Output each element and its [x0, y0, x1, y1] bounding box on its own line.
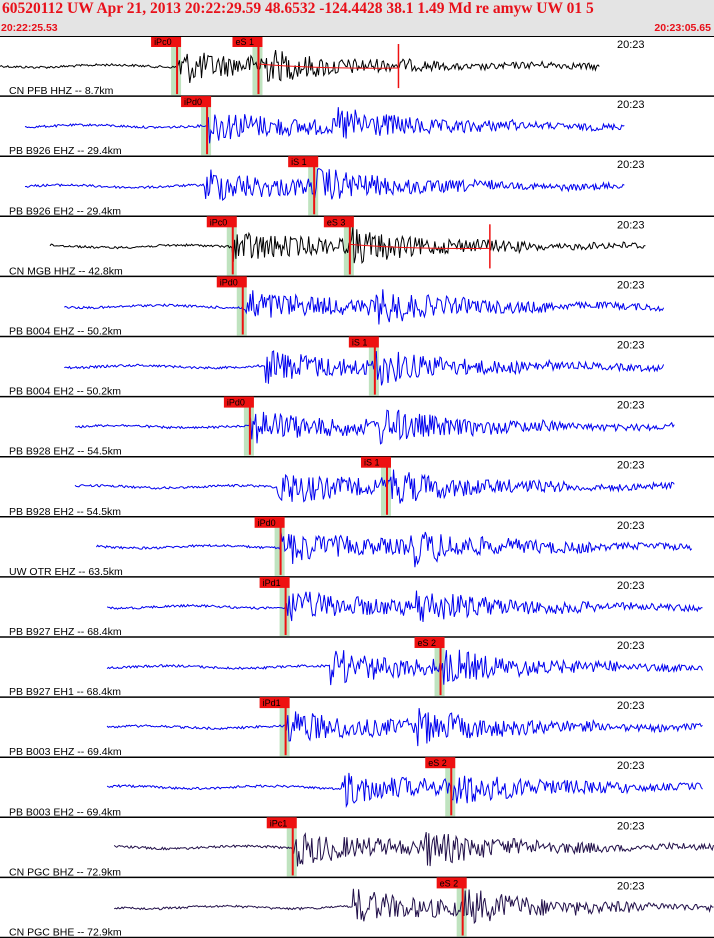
waveform	[24, 107, 625, 144]
s-pick-flag[interactable]	[348, 336, 379, 348]
minute-tick-label: 20:23	[617, 820, 645, 832]
s-pick-flag[interactable]	[436, 877, 467, 889]
waveform	[106, 649, 703, 686]
station-label: CN MGB HHZ -- 42.8km	[9, 265, 123, 277]
station-label: PB B926 EH2 -- 29.4km	[9, 205, 121, 217]
minute-tick-label: 20:23	[617, 460, 645, 472]
waveform	[113, 888, 714, 925]
minute-tick-label: 20:23	[617, 880, 645, 892]
s-pick-flag[interactable]	[425, 757, 456, 769]
waveform	[64, 289, 665, 325]
minute-tick-label: 20:23	[617, 159, 645, 171]
p-pick-label: iPd0	[258, 518, 276, 528]
station-label: PB B004 EHZ -- 50.2km	[9, 326, 122, 338]
s-pick-flag[interactable]	[232, 36, 263, 47]
s-pick-label: eS 2	[418, 638, 437, 648]
waveform	[74, 409, 675, 445]
waveform	[106, 590, 703, 623]
minute-tick-label: 20:23	[617, 700, 645, 712]
p-pick-label: iPc0	[154, 37, 172, 47]
s-pick-label: eS 2	[440, 878, 459, 888]
station-label: PB B003 EHZ -- 69.4km	[9, 746, 122, 758]
p-pick-label: iPd0	[184, 97, 202, 107]
coda-curve	[258, 63, 399, 69]
waveform	[106, 772, 703, 809]
minute-tick-label: 20:23	[617, 520, 645, 532]
p-pick-flag[interactable]	[223, 396, 254, 408]
p-pick-label: iPd1	[263, 698, 281, 708]
p-pick-flag[interactable]	[151, 36, 182, 47]
station-label: PB B928 EHZ -- 54.5km	[9, 446, 122, 458]
p-pick-flag[interactable]	[259, 697, 290, 709]
station-label: PB B927 EHZ -- 68.4km	[9, 626, 122, 638]
s-pick-label: eS 1	[235, 37, 254, 47]
event-title: 60520112 UW Apr 21, 2013 20:22:29.59 48.…	[2, 0, 594, 17]
minute-tick-label: 20:23	[617, 340, 645, 352]
coda-curve	[349, 243, 490, 250]
minute-tick-label: 20:23	[617, 219, 645, 231]
p-pick-label: iPd0	[220, 277, 238, 287]
minute-tick-label: 20:23	[617, 99, 645, 111]
station-label: PB B928 EH2 -- 54.5km	[9, 506, 121, 518]
waveform	[113, 832, 714, 867]
s-pick-flag[interactable]	[323, 216, 354, 228]
station-label: PB B926 EHZ -- 29.4km	[9, 145, 122, 157]
s-pick-label: eS 2	[428, 758, 447, 768]
s-pick-label: iS 1	[364, 458, 380, 468]
p-pick-label: iPc0	[210, 217, 228, 227]
waveform	[95, 531, 693, 568]
station-label: CN PFB HHZ -- 8.7km	[9, 85, 114, 97]
waveform	[24, 168, 625, 201]
p-pick-flag[interactable]	[206, 216, 237, 228]
s-pick-label: iS 1	[291, 157, 307, 167]
window-end-time: 20:23:05.65	[654, 22, 711, 34]
waveform	[74, 469, 675, 504]
minute-tick-label: 20:23	[617, 400, 645, 412]
waveform	[49, 226, 646, 265]
p-pick-flag[interactable]	[216, 276, 247, 288]
p-pick-flag[interactable]	[181, 96, 212, 108]
waveform	[64, 350, 665, 386]
station-label: PB B927 EH1 -- 68.4km	[9, 686, 121, 698]
p-pick-label: iPd0	[227, 398, 245, 408]
station-label: CN PGC BHZ -- 72.9km	[9, 866, 121, 878]
window-start-time: 20:22:25.53	[1, 22, 58, 34]
minute-tick-label: 20:23	[617, 580, 645, 592]
p-pick-flag[interactable]	[254, 516, 285, 528]
p-pick-label: iPd1	[263, 578, 281, 588]
s-pick-flag[interactable]	[360, 456, 391, 468]
station-label: UW OTR EHZ -- 63.5km	[9, 566, 123, 578]
minute-tick-label: 20:23	[617, 279, 645, 291]
trace-panel[interactable]: iPc0 eS 1 20:23 CN PFB HHZ -- 8.7km iPd0 20:2…	[0, 36, 714, 938]
p-pick-flag[interactable]	[266, 817, 297, 829]
p-pick-label: iPc1	[270, 818, 288, 828]
s-pick-label: eS 3	[327, 217, 346, 227]
s-pick-label: iS 1	[352, 338, 368, 348]
event-header: 60520112 UW Apr 21, 2013 20:22:29.59 48.…	[0, 0, 714, 36]
minute-tick-label: 20:23	[617, 39, 645, 51]
s-pick-flag[interactable]	[288, 156, 319, 168]
minute-tick-label: 20:23	[617, 760, 645, 772]
s-pick-flag[interactable]	[414, 637, 445, 648]
station-label: CN PGC BHE -- 72.9km	[9, 927, 122, 938]
p-pick-flag[interactable]	[259, 576, 290, 588]
waveform	[106, 708, 703, 747]
station-label: PB B004 EH2 -- 50.2km	[9, 386, 121, 398]
station-label: PB B003 EH2 -- 69.4km	[9, 806, 121, 818]
minute-tick-label: 20:23	[617, 640, 645, 652]
waveform	[0, 50, 600, 83]
